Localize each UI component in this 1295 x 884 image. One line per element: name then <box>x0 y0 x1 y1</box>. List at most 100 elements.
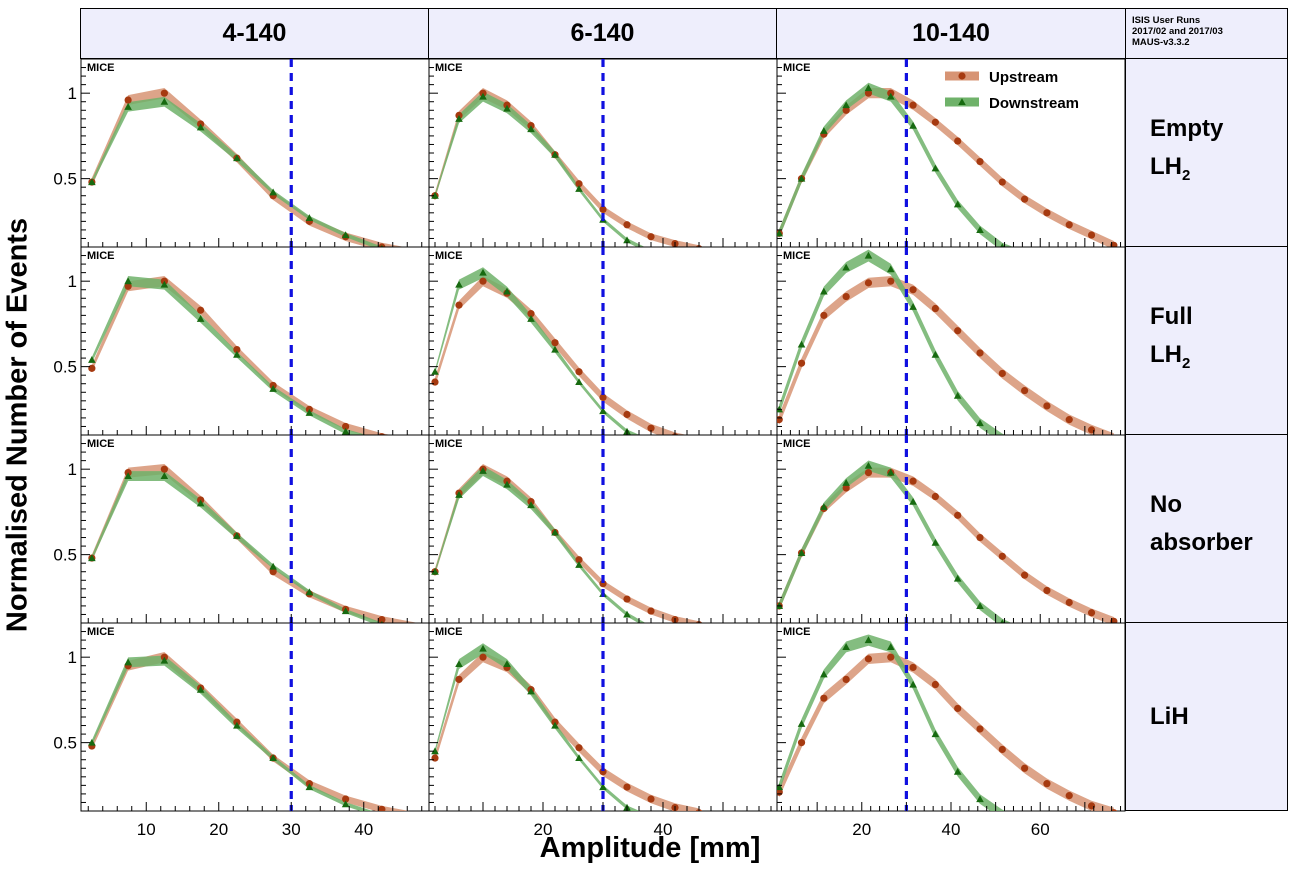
upstream-point <box>998 552 1006 560</box>
upstream-point <box>342 795 350 803</box>
panel-4-140-row-4: MICE 10 20 30 40 0.5 1 <box>53 622 430 839</box>
downstream-point <box>820 670 828 678</box>
downstream-point <box>196 314 205 322</box>
downstream-point <box>305 588 314 596</box>
downstream-point <box>305 783 314 791</box>
row-header-no-absorber: No absorber <box>1125 434 1288 623</box>
upstream-point <box>954 511 962 519</box>
upstream-point <box>233 345 241 354</box>
downstream-point <box>1110 824 1118 831</box>
row-header-line-2: absorber <box>1150 529 1253 557</box>
upstream-point <box>1065 221 1073 229</box>
upstream-point <box>575 556 583 564</box>
downstream-point <box>431 367 439 375</box>
downstream-point <box>695 823 703 830</box>
upstream-point <box>909 663 917 672</box>
downstream-point <box>797 340 806 348</box>
downstream-point <box>431 567 439 575</box>
run-info-box: ISIS User Runs 2017/02 and 2017/03 MAUS-… <box>1125 8 1288 59</box>
upstream-point <box>455 675 463 684</box>
panel-frame <box>776 434 1126 624</box>
downstream-point <box>1065 823 1073 830</box>
upstream-point <box>1043 209 1051 217</box>
downstream-point <box>269 754 277 762</box>
upstream-point <box>976 157 984 166</box>
mice-label: MICE <box>435 62 463 74</box>
upstream-point <box>1087 609 1096 617</box>
downstream-point <box>931 538 940 546</box>
panel-plot-area <box>431 435 703 623</box>
panel-6-140-row-2: MICE <box>428 246 778 436</box>
mice-label: MICE <box>87 438 115 450</box>
downstream-point <box>864 251 873 259</box>
y-axis-label: Normalised Number of Events <box>1 217 34 633</box>
downstream-point <box>551 150 559 158</box>
downstream-point <box>909 680 917 688</box>
upstream-point <box>976 725 984 733</box>
downstream-point <box>976 795 984 803</box>
downstream-point <box>378 812 386 819</box>
panel-4-140-row-1: MICE 0.5 1 <box>53 58 430 248</box>
downstream-point <box>160 97 169 105</box>
upstream-point <box>1021 571 1029 579</box>
downstream-point <box>380 244 384 247</box>
upstream-point <box>864 89 873 97</box>
downstream-point <box>623 236 631 244</box>
upstream-point <box>197 306 205 314</box>
downstream-point <box>479 644 487 652</box>
downstream-point <box>953 767 962 775</box>
mice-label: MICE <box>435 626 463 638</box>
downstream-point <box>842 101 850 109</box>
downstream-band <box>435 267 640 435</box>
upstream-point <box>1065 598 1073 607</box>
mice-label: MICE <box>435 250 463 262</box>
upstream-point <box>842 675 850 684</box>
row-header-line-1: LiH <box>1150 702 1189 730</box>
downstream-point <box>953 200 962 208</box>
downstream-point <box>953 391 962 399</box>
upstream-point <box>1043 780 1051 788</box>
y-tick-label: 0.5 <box>53 358 77 377</box>
panel-plot-area <box>777 623 1118 831</box>
upstream-point <box>623 410 631 419</box>
upstream-point <box>1065 416 1073 424</box>
downstream-point <box>503 104 511 112</box>
downstream-band <box>435 465 646 623</box>
panel-4-140-row-3: MICE 0.5 1 <box>53 434 430 624</box>
x-tick-label: 10 <box>137 820 156 839</box>
downstream-point <box>341 607 350 615</box>
upstream-point <box>415 813 422 820</box>
upstream-point <box>342 422 350 431</box>
panel-frame <box>80 434 430 624</box>
upstream-point <box>976 349 984 357</box>
upstream-point <box>647 795 655 803</box>
downstream-point <box>233 532 241 539</box>
upstream-point <box>1065 792 1073 800</box>
panel-plot-area <box>88 435 420 623</box>
downstream-point <box>1000 619 1005 623</box>
upstream-point <box>1110 809 1118 811</box>
downstream-point <box>124 103 132 110</box>
downstream-point <box>909 303 917 310</box>
upstream-point <box>820 694 828 702</box>
downstream-point <box>623 610 631 618</box>
downstream-point <box>341 800 350 808</box>
downstream-point <box>380 620 384 623</box>
downstream-point <box>527 125 535 133</box>
panel-6-140-row-1: MICE <box>428 58 778 248</box>
legend: Upstream Downstream <box>945 69 1079 112</box>
upstream-point <box>1087 231 1096 239</box>
upstream-point <box>623 783 631 791</box>
panel-6-140-row-3: MICE <box>428 434 778 624</box>
x-tick-label: 40 <box>354 820 373 839</box>
downstream-point <box>1021 819 1029 826</box>
column-header-label: 10-140 <box>912 19 990 47</box>
downstream-point <box>1000 243 1005 247</box>
downstream-point <box>842 263 850 271</box>
upstream-point <box>954 704 962 713</box>
downstream-point <box>797 174 806 182</box>
run-info-line-1: ISIS User Runs <box>1132 15 1201 26</box>
downstream-point <box>124 658 132 666</box>
downstream-point <box>269 188 277 196</box>
